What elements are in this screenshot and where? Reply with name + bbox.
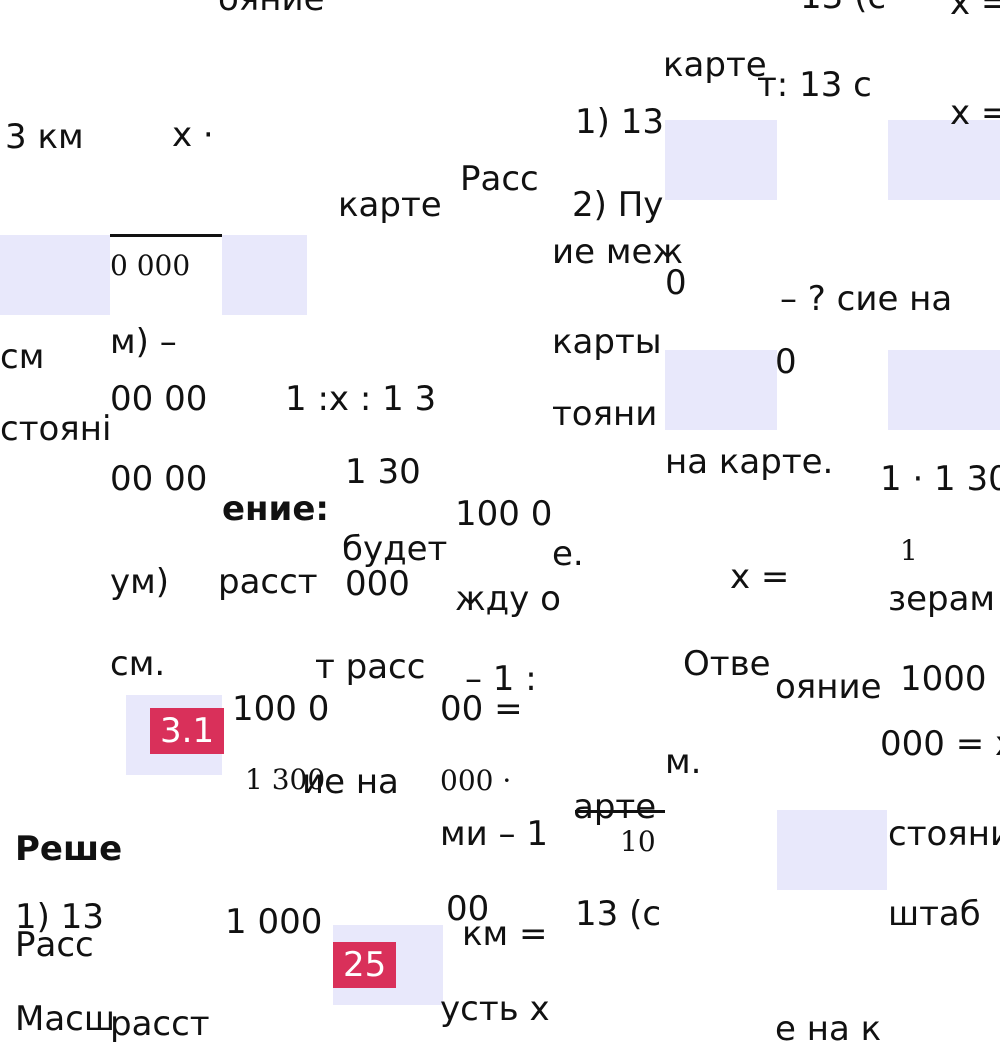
text-fragment: Расс <box>15 925 94 965</box>
text-fragment: жду о <box>455 579 561 619</box>
text-fragment: 00 00 <box>110 459 208 499</box>
text-fragment: е. <box>552 534 584 574</box>
text-fragment: 13 (с <box>800 0 886 14</box>
text-fragment: х = <box>730 557 790 597</box>
text-fragment: 1 <box>900 534 918 567</box>
text-fragment: х = <box>950 93 1000 133</box>
text-fragment: 2) Пу <box>572 185 664 225</box>
text-fragment: ие меж <box>552 232 684 272</box>
badge: 25 <box>333 942 397 988</box>
text-fragment: 0 <box>665 263 687 303</box>
text-fragment: ум) <box>110 562 170 602</box>
text-fragment: тояни <box>552 394 658 434</box>
tile <box>777 810 887 890</box>
text-fragment: 1 30 <box>345 452 421 492</box>
text-fragment: ение: <box>222 489 330 529</box>
text-fragment: расст <box>110 1004 210 1042</box>
text-fragment: 000 = х <box>880 724 1000 764</box>
text-fragment: т: 13 с <box>757 65 872 105</box>
text-fragment: 1) 13 <box>575 102 664 142</box>
text-fragment: усть х <box>440 989 550 1029</box>
tile <box>0 235 110 315</box>
text-fragment: ми – 1 <box>440 814 548 854</box>
fraction-line <box>110 234 222 237</box>
text-fragment: 1) 13 <box>15 897 104 937</box>
text-fragment: будет <box>342 529 448 569</box>
text-fragment: 3 км <box>5 117 84 157</box>
text-fragment: стояні <box>0 409 112 449</box>
text-fragment: стояни <box>888 814 1000 854</box>
text-fragment: Отве <box>683 644 771 684</box>
text-fragment: расст <box>218 562 318 602</box>
text-fragment: карте <box>338 185 442 225</box>
text-fragment: 00 <box>446 889 490 929</box>
text-fragment: – ? сие на <box>780 279 953 319</box>
text-fragment: 100 0 <box>455 494 553 534</box>
text-fragment: км = <box>462 914 548 954</box>
text-fragment: см. <box>110 644 166 684</box>
text-fragment: 000 <box>345 564 410 604</box>
text-fragment: 1 000 <box>225 902 323 942</box>
tile <box>665 350 777 430</box>
text-fragment: Реше <box>15 829 123 869</box>
text-fragment: зерам <box>888 579 996 619</box>
tile <box>888 120 1000 200</box>
text-fragment: 0 <box>775 342 797 382</box>
text-fragment: м) – <box>110 322 177 362</box>
text-fragment: м. <box>665 742 702 782</box>
text-fragment: 000 · <box>440 764 512 797</box>
text-fragment: х · <box>172 115 214 155</box>
text-fragment: карте <box>663 45 767 85</box>
text-fragment: Расс <box>460 159 539 199</box>
text-fragment: ие на <box>302 762 399 802</box>
text-fragment: е на к <box>775 1009 882 1042</box>
text-fragment: – 1 : <box>465 659 537 699</box>
text-fragment: т расс <box>315 647 426 687</box>
text-fragment: на карте. <box>665 442 834 482</box>
text-fragment: 13 (с <box>575 894 662 934</box>
text-fragment: Масш <box>15 999 115 1039</box>
text-fragment: 00 = <box>440 689 523 729</box>
text-fragment: 100 0 <box>232 689 330 729</box>
tile <box>888 350 1000 430</box>
badge: 3.1 <box>150 708 225 754</box>
text-fragment: 1 · 1 30 <box>880 459 1000 499</box>
text-fragment: 10 <box>620 825 656 858</box>
text-fragment: ояние <box>218 0 325 16</box>
tile <box>222 235 307 315</box>
text-fragment: арте <box>573 787 657 827</box>
text-fragment: см <box>0 337 45 377</box>
text-fragment: 1 :х : 1 3 <box>285 379 437 419</box>
fraction-line <box>575 810 665 813</box>
text-fragment: карты <box>552 322 662 362</box>
text-fragment: 1 300 <box>245 763 326 796</box>
text-fragment: штаб <box>888 894 981 934</box>
text-fragment: х = <box>950 0 1000 23</box>
text-fragment: 1000 <box>900 659 987 699</box>
text-fragment: ояние <box>775 667 882 707</box>
tile <box>665 120 777 200</box>
text-fragment: 0 000 <box>110 249 191 282</box>
text-fragment: 00 00 <box>110 379 208 419</box>
